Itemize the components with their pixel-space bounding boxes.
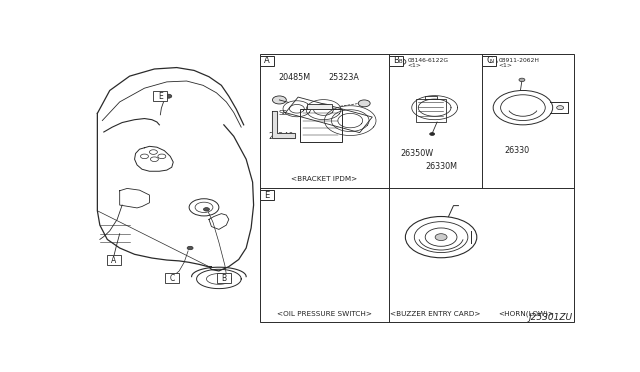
- Circle shape: [435, 234, 447, 241]
- Text: 20485M: 20485M: [278, 73, 310, 82]
- Bar: [307, 104, 332, 109]
- Bar: [389, 55, 403, 67]
- Bar: [165, 273, 179, 283]
- Circle shape: [141, 154, 148, 158]
- Bar: [300, 109, 342, 142]
- Circle shape: [165, 94, 172, 98]
- Text: <BUZZER ENTRY CARD>: <BUZZER ENTRY CARD>: [390, 311, 481, 317]
- Text: <BRACKET IPDM>: <BRACKET IPDM>: [291, 176, 357, 182]
- Bar: [260, 55, 274, 67]
- Text: 26350W: 26350W: [401, 149, 434, 158]
- Circle shape: [493, 90, 553, 125]
- Text: <1>: <1>: [499, 63, 513, 68]
- Polygon shape: [134, 146, 173, 171]
- Circle shape: [358, 100, 370, 107]
- Circle shape: [273, 96, 286, 104]
- Circle shape: [429, 132, 435, 135]
- Text: A: A: [111, 256, 116, 264]
- Text: 25240: 25240: [269, 132, 294, 141]
- Circle shape: [500, 95, 545, 121]
- Circle shape: [395, 59, 406, 65]
- Text: 26330M: 26330M: [425, 162, 457, 171]
- Polygon shape: [120, 189, 150, 208]
- Circle shape: [150, 157, 158, 161]
- Circle shape: [414, 222, 468, 253]
- Text: 25323A: 25323A: [328, 73, 359, 82]
- Circle shape: [425, 228, 457, 246]
- Polygon shape: [285, 97, 372, 133]
- Bar: [260, 190, 274, 201]
- Text: B: B: [399, 59, 402, 64]
- Bar: [107, 255, 121, 265]
- Bar: [416, 99, 445, 122]
- Text: B: B: [221, 273, 227, 283]
- Circle shape: [189, 199, 219, 216]
- Text: 26330: 26330: [504, 146, 529, 155]
- Text: E: E: [158, 92, 163, 101]
- Polygon shape: [273, 110, 295, 138]
- Text: 08911-2062H: 08911-2062H: [499, 58, 540, 63]
- Text: <OIL PRESSURE SWITCH>: <OIL PRESSURE SWITCH>: [276, 311, 372, 317]
- Circle shape: [158, 154, 166, 158]
- Circle shape: [486, 59, 497, 65]
- Bar: [154, 91, 167, 101]
- Text: <HORN(LOW)>: <HORN(LOW)>: [499, 311, 554, 317]
- Text: SEC.240: SEC.240: [278, 110, 309, 116]
- Bar: [483, 55, 496, 67]
- Circle shape: [557, 106, 564, 110]
- Text: C: C: [169, 273, 174, 283]
- Circle shape: [405, 217, 477, 258]
- Text: J25301ZU: J25301ZU: [529, 313, 573, 322]
- Circle shape: [195, 202, 213, 212]
- Bar: [217, 273, 231, 283]
- Text: E: E: [264, 190, 269, 199]
- Text: <1>: <1>: [408, 63, 421, 68]
- Circle shape: [150, 150, 157, 154]
- Text: 08146-6122G: 08146-6122G: [408, 58, 449, 63]
- Text: A: A: [264, 57, 270, 65]
- Text: B: B: [393, 57, 399, 65]
- Circle shape: [204, 208, 209, 211]
- Circle shape: [519, 78, 525, 81]
- Text: C: C: [486, 57, 492, 65]
- Circle shape: [187, 246, 193, 250]
- Bar: [260, 54, 573, 323]
- Text: N: N: [490, 59, 493, 64]
